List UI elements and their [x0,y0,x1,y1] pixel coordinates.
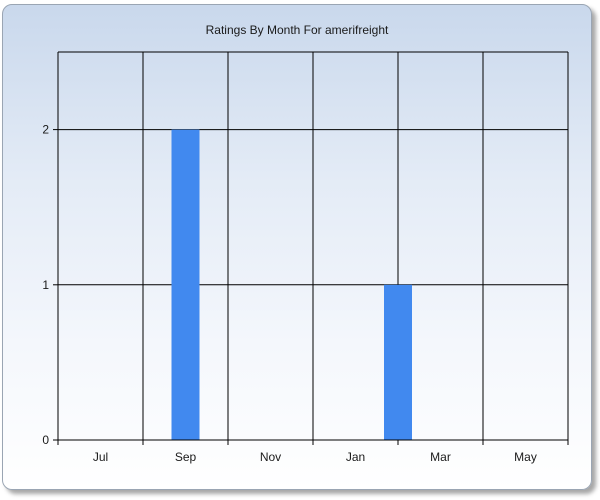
y-tick-label: 0 [42,433,49,447]
x-tick-label: May [514,450,537,464]
x-tick-label: Jul [93,450,108,464]
y-tick-label: 2 [42,123,49,137]
x-tick-label: Mar [430,450,451,464]
y-tick-label: 1 [42,278,49,292]
x-tick-label: Jan [346,450,365,464]
chart-frame: Ratings By Month For amerifreight 0 1 2 Jul… [2,4,592,490]
chart-title: Ratings By Month For amerifreight [205,23,389,37]
bar [171,129,200,440]
chart-plot: 0 1 2 Jul Sep Nov Jan Mar May [42,51,569,464]
x-tick-label: Nov [260,450,281,464]
bar [384,284,412,440]
x-tick-label: Sep [175,450,197,464]
